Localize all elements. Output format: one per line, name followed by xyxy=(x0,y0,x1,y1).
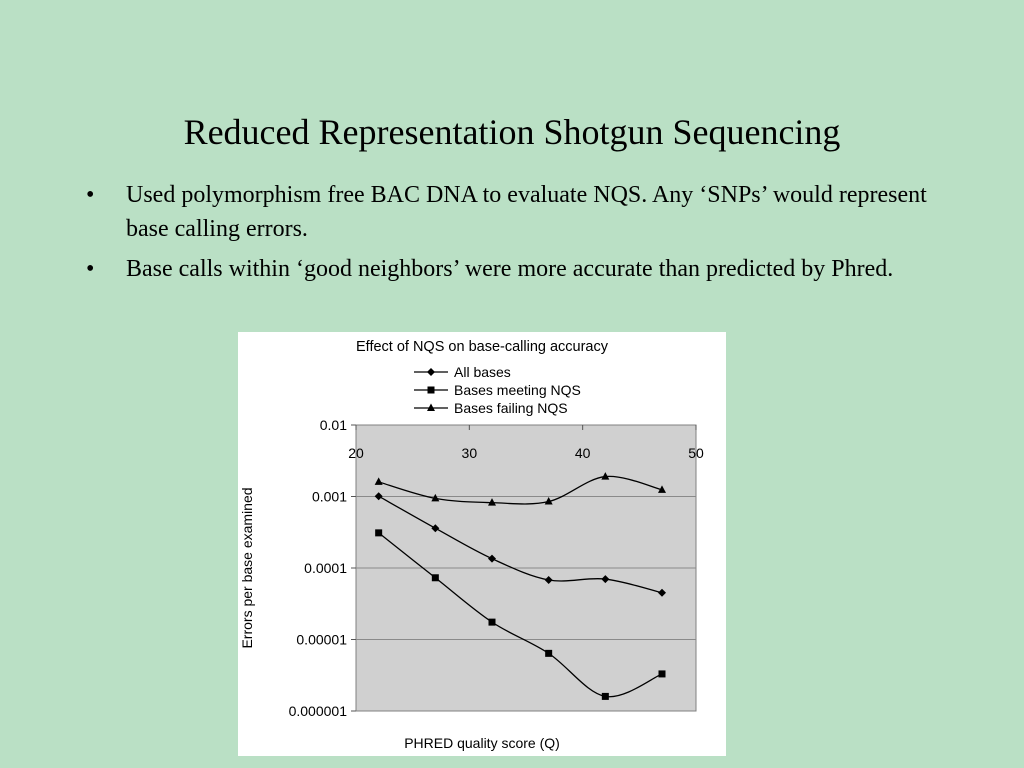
data-point-bases-failing-nqs xyxy=(431,493,440,502)
data-point-all-bases xyxy=(431,524,440,533)
x-tick-label: 40 xyxy=(575,445,591,461)
data-point-bases-failing-nqs xyxy=(601,472,610,480)
series-bases-failing-nqs xyxy=(374,472,666,506)
data-point-bases-meeting-nqs xyxy=(601,692,609,700)
chart-figure: Effect of NQS on base-calling accuracy A… xyxy=(238,332,726,756)
y-tick-labels: 0.01 0.001 0.0001 0.00001 0.000001 xyxy=(289,417,356,719)
data-point-all-bases xyxy=(658,588,666,597)
data-point-bases-meeting-nqs xyxy=(431,574,439,582)
series-group xyxy=(374,472,666,700)
data-point-bases-failing-nqs xyxy=(544,497,553,505)
data-point-all-bases xyxy=(374,492,383,501)
chart-title: Effect of NQS on base-calling accuracy xyxy=(356,339,609,355)
legend-marker-bases-failing-nqs xyxy=(427,403,435,411)
data-point-bases-meeting-nqs xyxy=(545,649,553,657)
legend-marker-bases-meeting-nqs xyxy=(427,386,435,394)
bullet-text: Used polymorphism free BAC DNA to evalua… xyxy=(126,182,927,242)
y-axis-label: Errors per base examined xyxy=(239,487,255,648)
legend-label-bases-failing-nqs: Bases failing NQS xyxy=(454,400,568,416)
x-tick-labels: 20 30 40 50 xyxy=(348,425,704,461)
data-point-bases-meeting-nqs xyxy=(658,670,666,678)
slide-title: Reduced Representation Shotgun Sequencin… xyxy=(183,112,841,152)
x-tick-label: 30 xyxy=(462,445,478,461)
data-point-all-bases xyxy=(601,575,610,584)
x-tick-label: 20 xyxy=(348,445,364,461)
bullet-item: • Used polymorphism free BAC DNA to eval… xyxy=(86,178,946,246)
x-tick-label: 50 xyxy=(688,445,704,461)
legend-label-all-bases: All bases xyxy=(454,364,511,380)
bullet-icon: • xyxy=(86,256,95,282)
y-tick-label: 0.00001 xyxy=(296,632,347,648)
chart-legend: All bases Bases meeting NQS Bases failing … xyxy=(414,364,581,416)
series-bases-meeting-nqs xyxy=(375,529,666,700)
data-point-bases-meeting-nqs xyxy=(375,529,383,537)
legend-marker-all-bases xyxy=(427,368,435,376)
y-tick-label: 0.01 xyxy=(320,417,347,433)
y-tick-label: 0.000001 xyxy=(289,703,348,719)
data-point-bases-failing-nqs xyxy=(374,477,383,485)
grid-lines xyxy=(356,496,696,640)
bullet-list: • Used polymorphism free BAC DNA to eval… xyxy=(86,178,946,292)
data-point-bases-meeting-nqs xyxy=(488,618,496,626)
series-all-bases xyxy=(374,492,666,597)
data-point-all-bases xyxy=(488,554,496,563)
y-tick-label: 0.0001 xyxy=(304,560,347,576)
data-point-bases-failing-nqs xyxy=(658,485,666,493)
series-line-bases-failing-nqs xyxy=(378,475,663,505)
x-axis-label: PHRED quality score (Q) xyxy=(404,735,560,751)
bullet-item: • Base calls within ‘good neighbors’ wer… xyxy=(86,252,946,286)
data-point-all-bases xyxy=(544,575,553,584)
data-point-bases-failing-nqs xyxy=(488,498,496,506)
chart-svg: Effect of NQS on base-calling accuracy A… xyxy=(239,339,704,751)
series-line-bases-meeting-nqs xyxy=(378,532,663,698)
bullet-icon: • xyxy=(86,182,95,208)
bullet-text: Base calls within ‘good neighbors’ were … xyxy=(126,256,894,282)
y-tick-label: 0.001 xyxy=(312,489,347,505)
legend-label-bases-meeting-nqs: Bases meeting NQS xyxy=(454,382,581,398)
